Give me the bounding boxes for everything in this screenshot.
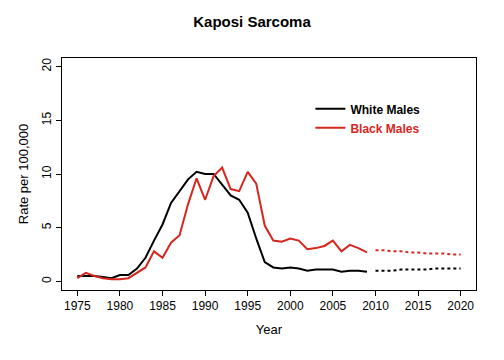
svg-text:Rate per 100,000: Rate per 100,000 bbox=[16, 124, 31, 224]
svg-text:0: 0 bbox=[40, 276, 54, 283]
svg-text:1990: 1990 bbox=[192, 299, 219, 313]
svg-text:10: 10 bbox=[40, 165, 54, 179]
svg-text:White Males: White Males bbox=[350, 103, 420, 117]
svg-text:2020: 2020 bbox=[447, 299, 474, 313]
svg-text:Kaposi Sarcoma: Kaposi Sarcoma bbox=[193, 13, 311, 30]
svg-text:1995: 1995 bbox=[234, 299, 261, 313]
svg-text:2015: 2015 bbox=[405, 299, 432, 313]
svg-text:1985: 1985 bbox=[149, 299, 176, 313]
svg-text:20: 20 bbox=[40, 58, 54, 72]
svg-text:Year: Year bbox=[256, 322, 283, 337]
svg-text:2000: 2000 bbox=[277, 299, 304, 313]
svg-text:2005: 2005 bbox=[320, 299, 347, 313]
svg-text:1975: 1975 bbox=[64, 299, 91, 313]
svg-text:15: 15 bbox=[40, 112, 54, 126]
svg-text:5: 5 bbox=[40, 222, 54, 229]
svg-text:Black Males: Black Males bbox=[350, 122, 419, 136]
svg-text:1980: 1980 bbox=[107, 299, 134, 313]
svg-text:2010: 2010 bbox=[362, 299, 389, 313]
